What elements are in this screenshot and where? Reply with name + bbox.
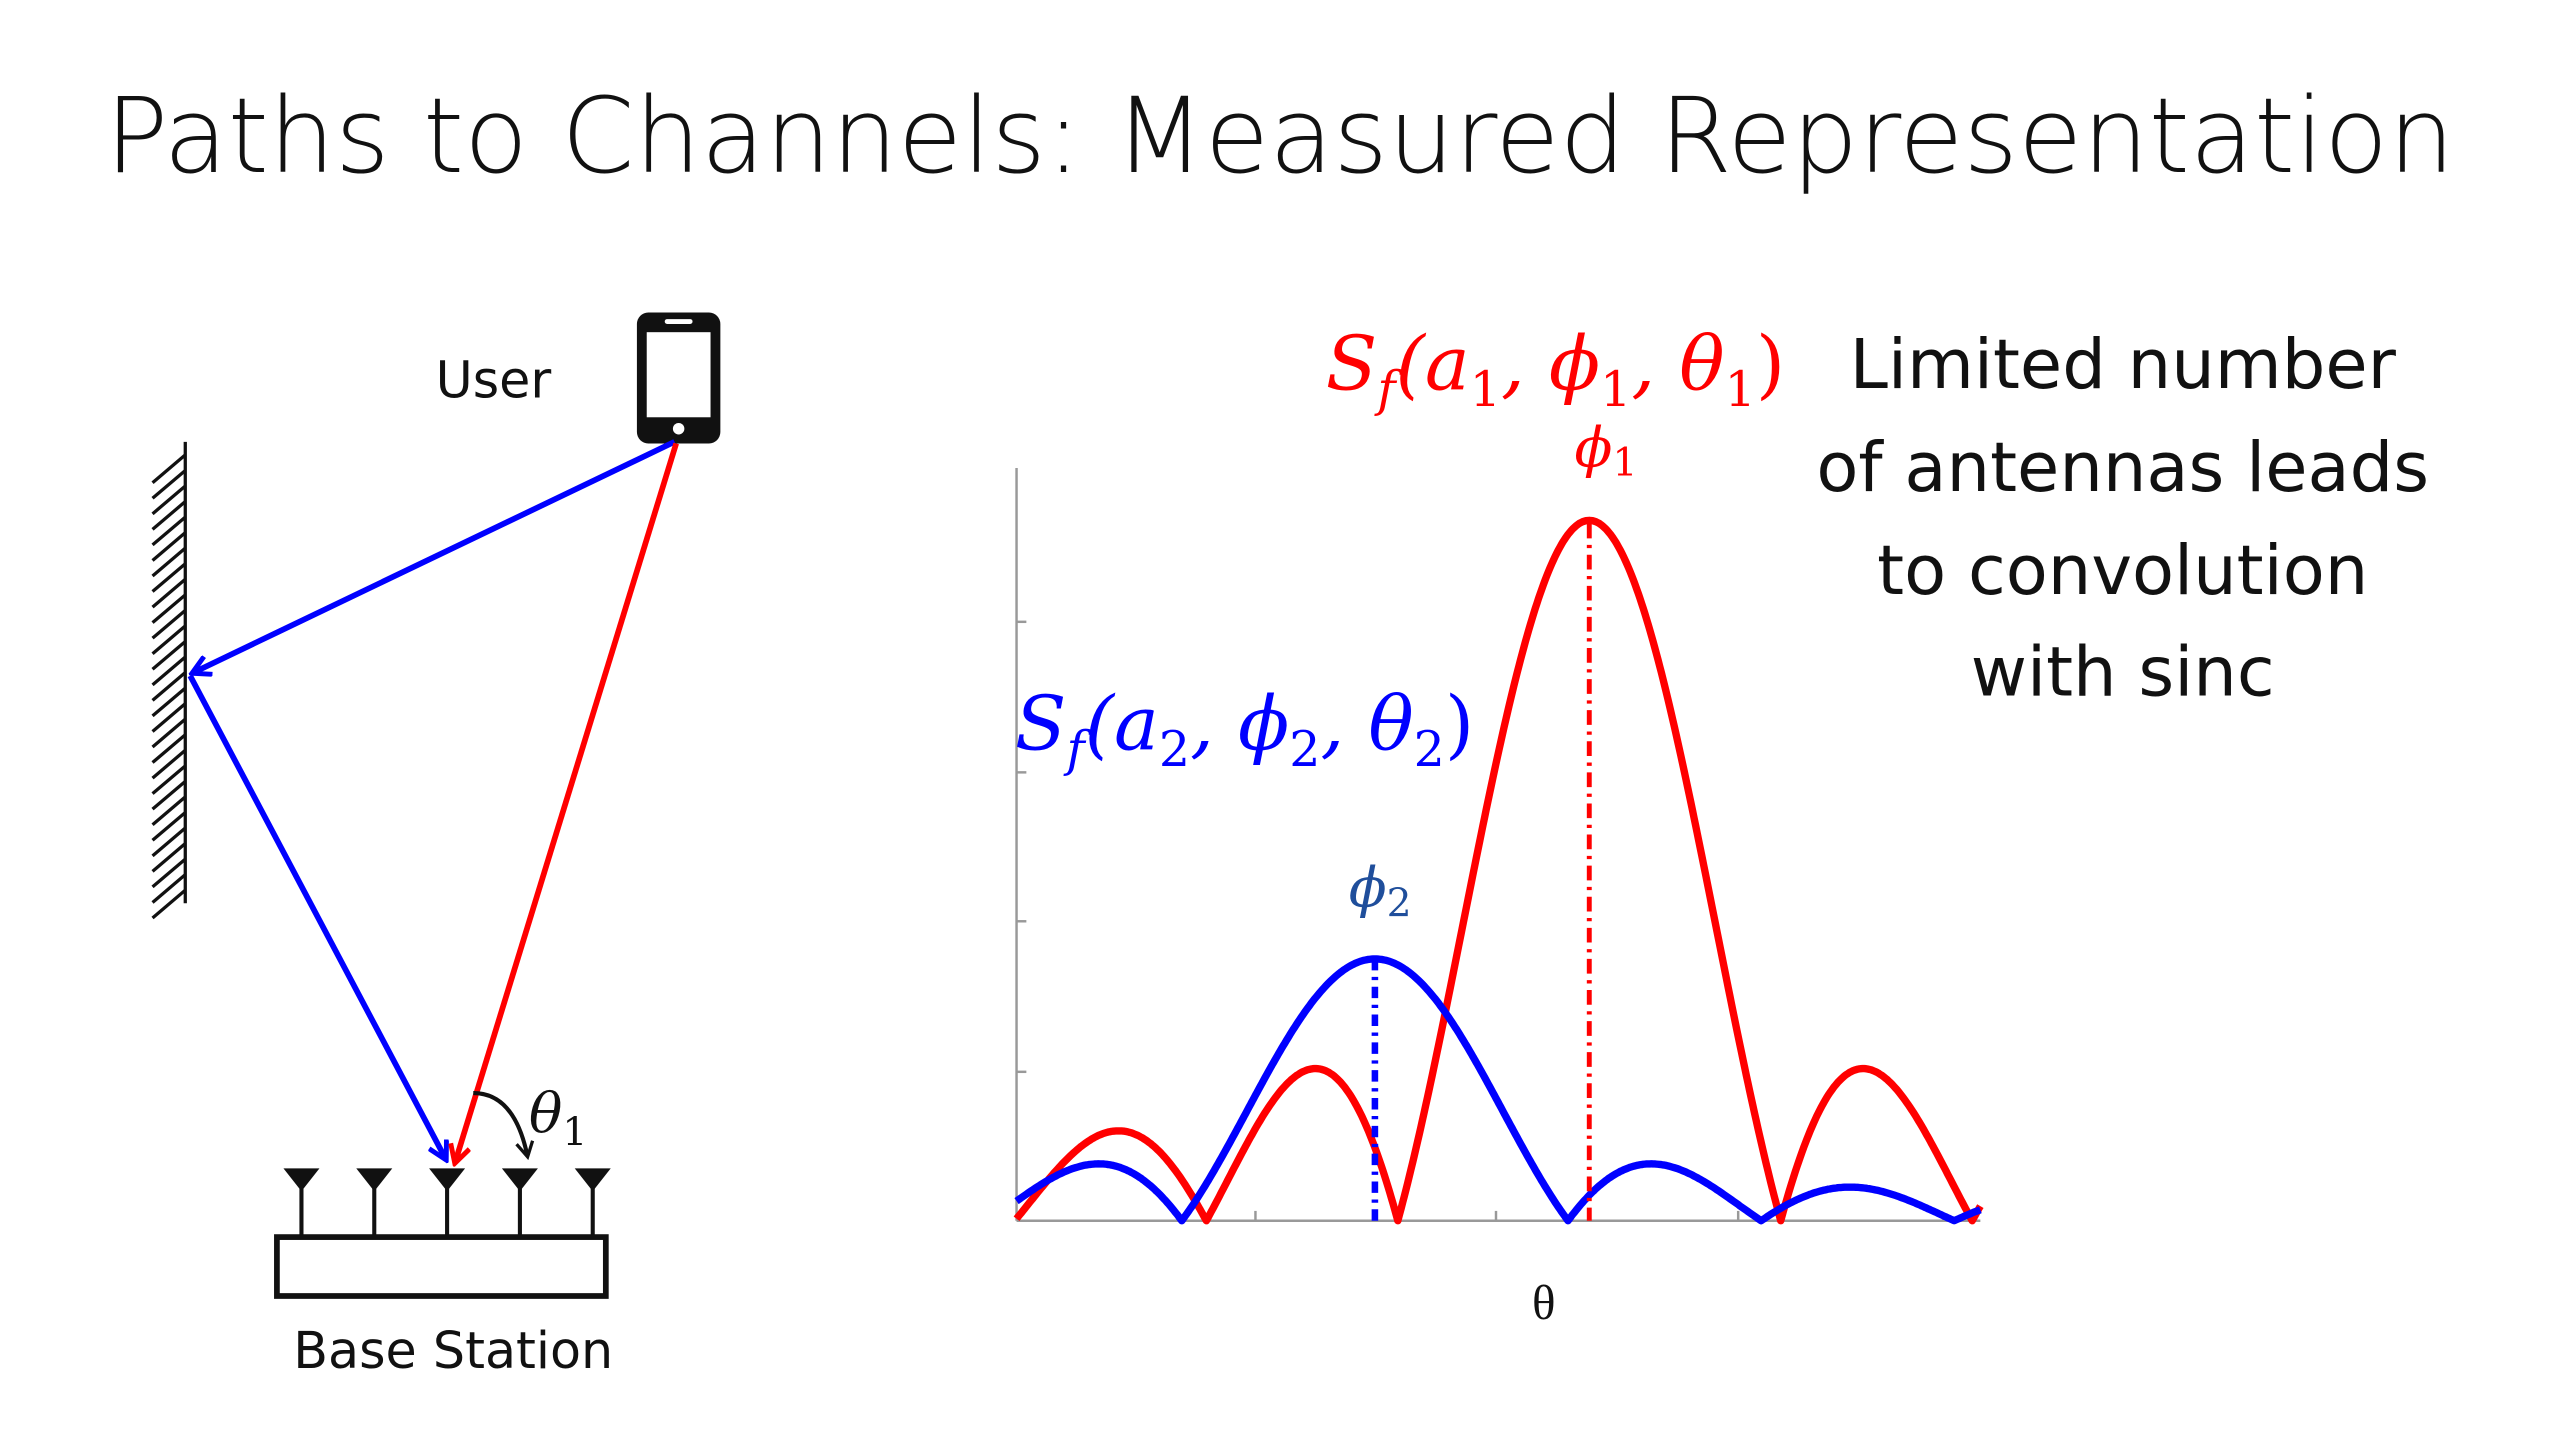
y-axis-ticks — [1016, 620, 1027, 1074]
wall-hatch — [151, 873, 187, 904]
phi1-label: ϕ1 — [1575, 415, 1638, 486]
x-axis-ticks — [1254, 1210, 1740, 1221]
angle-theta1-label: θ1 — [529, 1081, 587, 1155]
wall-hatch — [151, 888, 187, 920]
wall-hatch — [151, 857, 187, 889]
wall-hatch — [151, 453, 187, 484]
base-station-box — [274, 1234, 609, 1299]
series-path1-curve — [1013, 516, 1984, 1225]
antenna-icon — [283, 1168, 320, 1238]
x-axis-label: θ — [1532, 1275, 1556, 1330]
wall-hatch — [151, 484, 187, 516]
wall-hatch — [151, 624, 187, 655]
wall-hatch — [151, 686, 187, 718]
wall-hatch — [151, 500, 187, 531]
phone-icon — [636, 312, 721, 444]
antenna-array — [283, 1168, 611, 1238]
antenna-icon — [574, 1168, 611, 1238]
wall-hatch — [151, 811, 187, 842]
wall-hatch — [151, 640, 187, 671]
reflected-path-segment-2 — [187, 674, 445, 1159]
wall-hatch — [151, 780, 187, 811]
wall-hatch — [151, 515, 187, 547]
wall-hatch — [151, 826, 187, 858]
angle-arc — [473, 1091, 527, 1155]
path1-spectrum-label: Sf(a1, ϕ1, θ1) — [1326, 319, 1785, 417]
antenna-icon — [356, 1168, 393, 1238]
angular-spectrum-plot: ϕ1 ϕ2 Sf(a1, ϕ1, θ1) Sf(a2, ϕ2, θ2) θ — [1013, 319, 1984, 1330]
wall-hatch — [151, 842, 187, 873]
user-label: User — [436, 351, 552, 410]
wall-hatch — [151, 655, 187, 687]
wall-hatch — [151, 733, 187, 764]
wall-hatch — [151, 671, 187, 702]
reflecting-wall — [151, 441, 187, 920]
direct-path — [455, 442, 679, 1161]
note-line-2: of antennas leads — [1816, 428, 2429, 508]
wall-hatch — [151, 593, 187, 624]
wall-hatch — [151, 546, 187, 578]
note-line-3: to convolution — [1877, 531, 2368, 611]
phi2-label: ϕ2 — [1349, 856, 1412, 927]
wall-hatch — [151, 469, 187, 500]
antenna-icon — [501, 1168, 538, 1238]
wall-hatch — [151, 764, 187, 795]
path2-spectrum-label: Sf(a2, ϕ2, θ2) — [1015, 679, 1474, 777]
wall-hatch — [151, 795, 187, 826]
reflected-path-segment-1 — [193, 439, 676, 673]
base-station-label: Base Station — [293, 1321, 613, 1380]
wall-hatch — [151, 562, 187, 593]
wall-hatch — [151, 749, 187, 780]
note-text: Limited number of antennas leads to conv… — [1816, 325, 2429, 713]
wall-hatch — [151, 578, 187, 609]
wall-hatch — [151, 531, 187, 562]
antenna-icon — [429, 1168, 466, 1238]
note-line-1: Limited number — [1850, 325, 2397, 405]
wall-hatch — [151, 702, 187, 733]
propagation-diagram: User θ1 Base Station — [151, 312, 721, 1380]
wall-hatch — [151, 717, 187, 749]
slide-title: Paths to Channels: Measured Representati… — [105, 75, 2454, 197]
wall-hatch — [151, 609, 187, 640]
series-path2-curve — [1014, 955, 1983, 1225]
note-line-4: with sinc — [1971, 632, 2275, 712]
